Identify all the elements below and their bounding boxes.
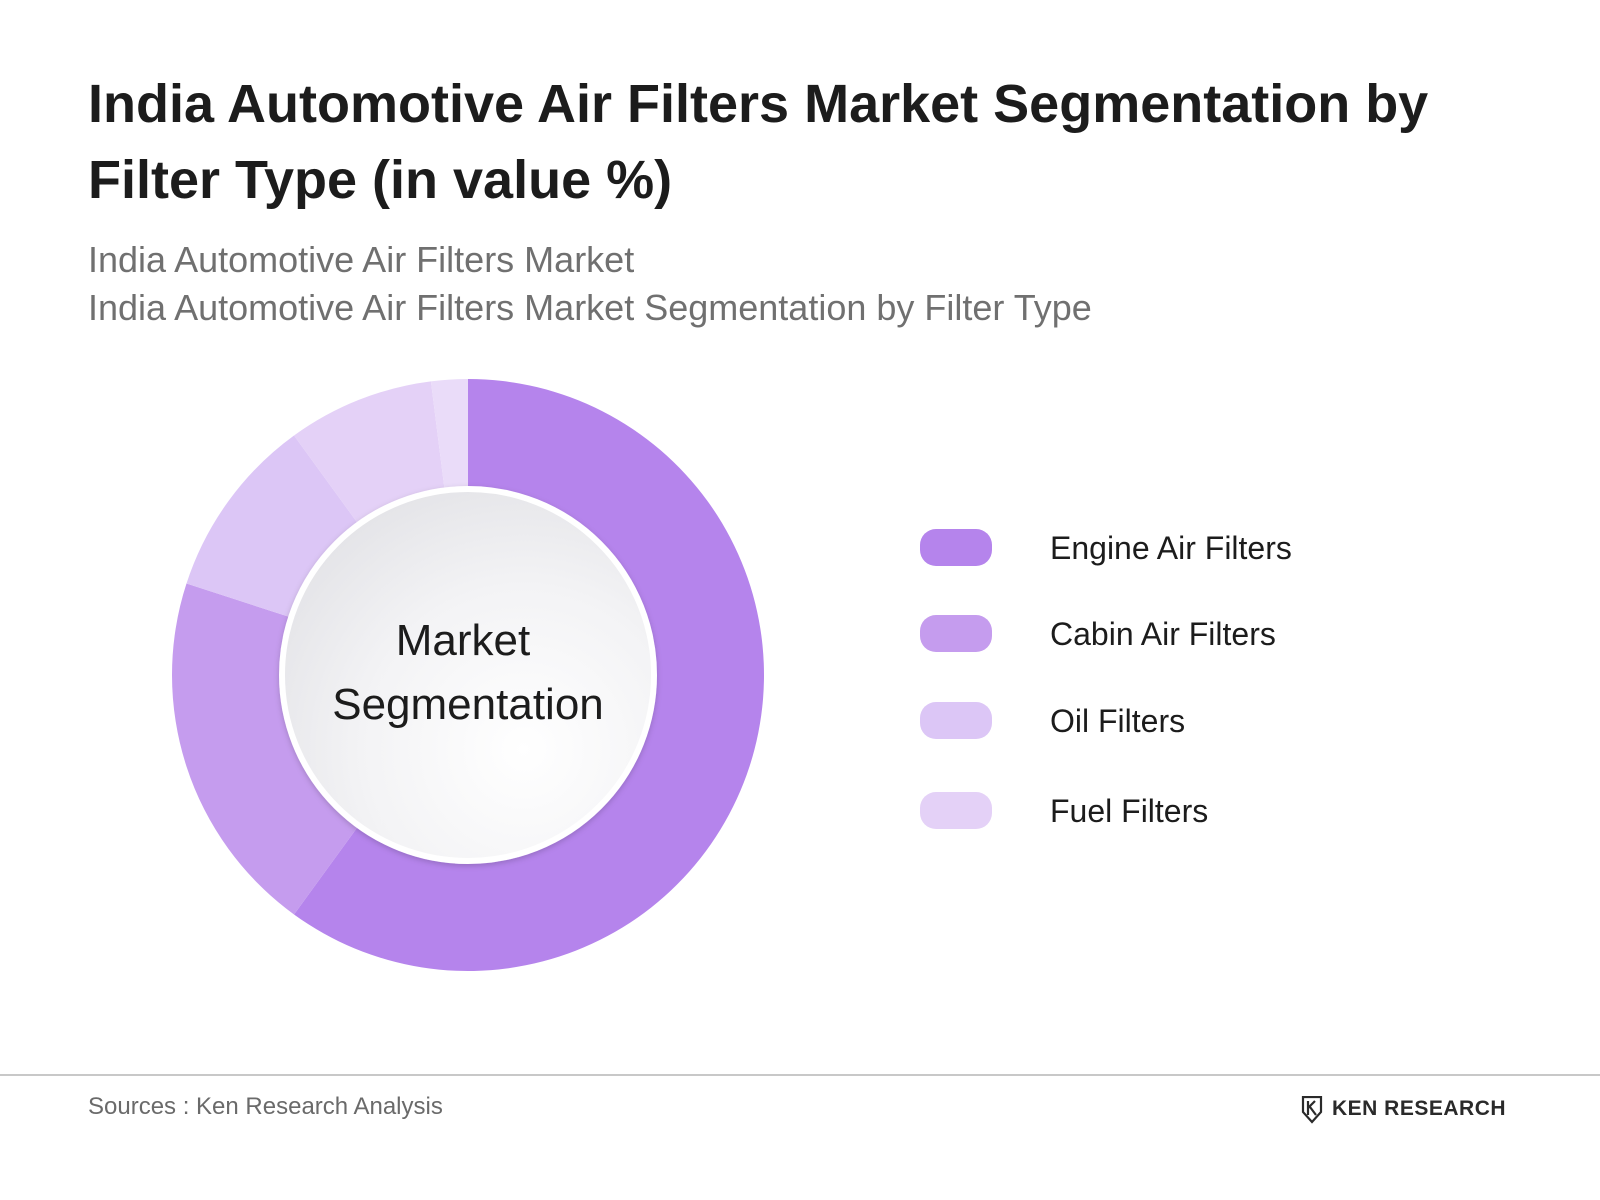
- legend-swatch: [920, 702, 992, 739]
- donut-slice-2: [171, 583, 359, 915]
- legend-item-oil-filters: Oil Filters: [920, 699, 1440, 743]
- legend-label: Cabin Air Filters: [1050, 616, 1276, 652]
- donut-slice-5: [430, 379, 468, 491]
- brand-name: KEN RESEARCH: [1332, 1097, 1507, 1120]
- subtitle-line-1: India Automotive Air Filters Market: [88, 239, 635, 280]
- ken-research-logo-icon: [1301, 1096, 1323, 1124]
- chart-title: India Automotive Air Filters Market Segm…: [88, 74, 1429, 210]
- legend-item-cabin-air-filters: Cabin Air Filters: [920, 612, 1440, 656]
- legend-swatch: [920, 792, 992, 829]
- center-label-line-1: Market: [396, 616, 530, 665]
- center-label-line-2: Segmentation: [332, 680, 604, 729]
- donut-slices: [171, 379, 765, 971]
- legend-label: Oil Filters: [1050, 703, 1186, 739]
- donut-slice-3: [186, 435, 359, 618]
- donut-center-disc: [279, 486, 657, 864]
- subtitle-line-2: India Automotive Air Filters Market Segm…: [88, 287, 1092, 328]
- legend-label: Engine Air Filters: [1050, 530, 1292, 566]
- donut-slice-1: [294, 379, 765, 971]
- legend-label: Fuel Filters: [1050, 793, 1209, 829]
- legend-item-fuel-filters: Fuel Filters: [920, 789, 1440, 833]
- legend-swatch: [920, 615, 992, 652]
- footer-divider: [0, 1074, 1600, 1076]
- brand-logo: KEN RESEARCH: [1300, 1094, 1520, 1126]
- source-note: Sources : Ken Research Analysis: [88, 1093, 443, 1120]
- legend-item-engine-air-filters: Engine Air Filters: [920, 526, 1440, 570]
- donut-slice-4: [294, 381, 445, 525]
- legend-swatch: [920, 529, 992, 566]
